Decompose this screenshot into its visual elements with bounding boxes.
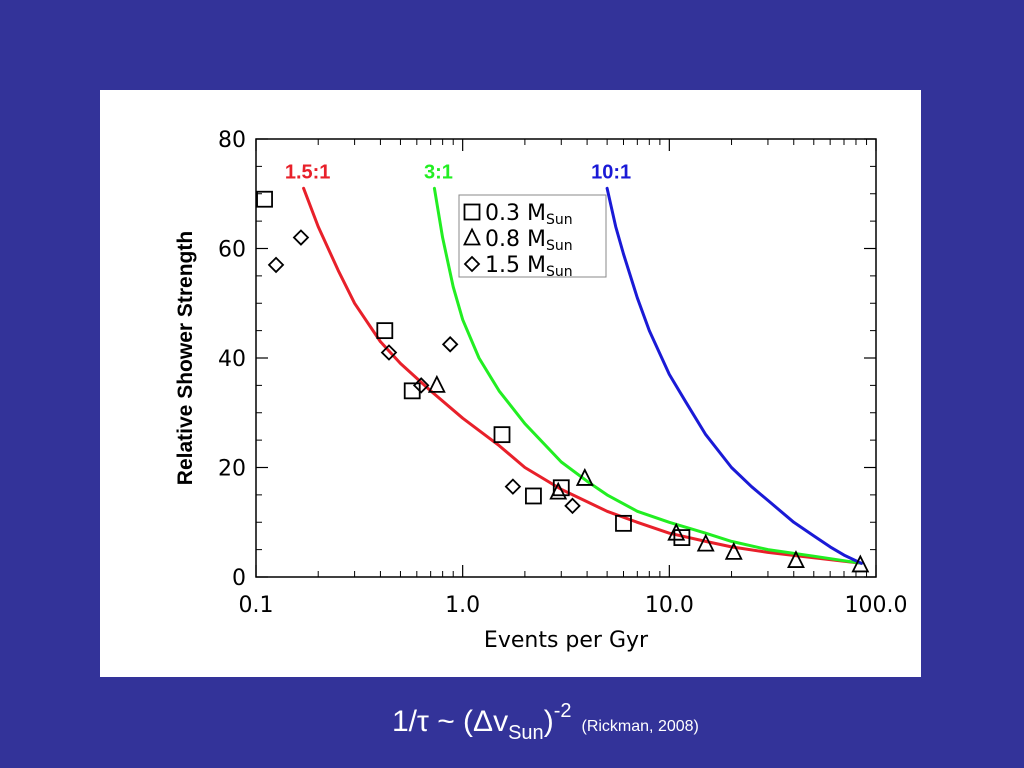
x-tick-label: 1.0 [445, 593, 480, 618]
legend-label-subscript: Sun [546, 212, 573, 228]
legend-marker-diamond [463, 255, 481, 273]
square-point [673, 529, 691, 546]
tick-labels: 0 20 40 60 80 0.1 1.0 10.0 100.0 [218, 128, 907, 618]
citation: (Rickman, 2008) [581, 718, 699, 735]
triangle-point [575, 467, 594, 486]
triangle-point [696, 533, 715, 552]
square-point [403, 382, 421, 400]
x-tick-label: 10.0 [645, 593, 694, 618]
x-axis-label: Events per Gyr [484, 628, 649, 653]
diamond-point [412, 377, 430, 394]
legend-label-subscript: Sun [546, 238, 573, 254]
points-layer [256, 190, 870, 573]
formula-subscript: Sun [508, 722, 544, 744]
square-point [376, 322, 394, 340]
square-point [552, 479, 570, 497]
legend-label: 1.5 MSun [485, 253, 573, 280]
triangle-point [787, 550, 805, 568]
triangle-point [427, 374, 446, 393]
y-tick-label: 40 [218, 347, 246, 372]
legend-marker-square [463, 203, 481, 221]
diamond-point [380, 344, 398, 361]
diamond-point [292, 229, 310, 246]
chart-panel: 1.5:1 3:1 10:1 0 20 40 60 80 0.1 1.0 10.0 100.0 Ev… [100, 90, 921, 677]
curve-label: 3:1 [424, 161, 453, 183]
formula-lhs: 1/τ ~ (Δv [392, 705, 509, 738]
legend-label-text: 0.3 M [485, 201, 546, 226]
legend-label: 0.3 MSun [485, 201, 573, 228]
legend-label-text: 0.8 M [485, 227, 546, 252]
legend-marker-triangle [463, 227, 481, 246]
y-axis-label: Relative Shower Strength [174, 231, 197, 485]
triangle-point [667, 522, 686, 541]
triangle-point [851, 554, 870, 573]
triangle-point [549, 481, 568, 500]
legend-label-subscript: Sun [546, 264, 573, 280]
curve-label: 1.5:1 [285, 161, 331, 183]
square-point [615, 514, 632, 532]
triangle-point [724, 541, 743, 560]
y-tick-label: 20 [218, 457, 246, 482]
square-point [525, 487, 542, 505]
diamond-point [267, 256, 285, 274]
chart-svg: 1.5:1 3:1 10:1 0 20 40 60 80 0.1 1.0 10.0 100.0 Ev… [174, 128, 907, 653]
y-tick-label: 80 [218, 128, 246, 153]
diamond-point [564, 497, 581, 515]
formula-caption: 1/τ ~ (ΔvSun)-2 (Rickman, 2008) [392, 700, 699, 745]
legend-label: 0.8 MSun [485, 227, 573, 254]
x-tick-label: 100.0 [845, 593, 908, 618]
axis-ticks [255, 138, 877, 578]
legend-box [458, 194, 607, 278]
square-point [256, 190, 273, 208]
formula-exponent: -2 [553, 700, 572, 722]
curve-3-1 [432, 186, 863, 565]
diamond-point [441, 336, 459, 353]
diamond-point [504, 478, 522, 495]
y-tick-label: 0 [232, 566, 246, 591]
y-tick-label: 60 [218, 238, 246, 263]
legend-label-text: 1.5 M [485, 253, 546, 278]
square-point [493, 426, 511, 444]
curve-label: 10:1 [591, 161, 631, 183]
curve-10-1 [605, 186, 863, 565]
x-tick-label: 0.1 [239, 593, 274, 618]
formula-close: ) [543, 705, 554, 738]
